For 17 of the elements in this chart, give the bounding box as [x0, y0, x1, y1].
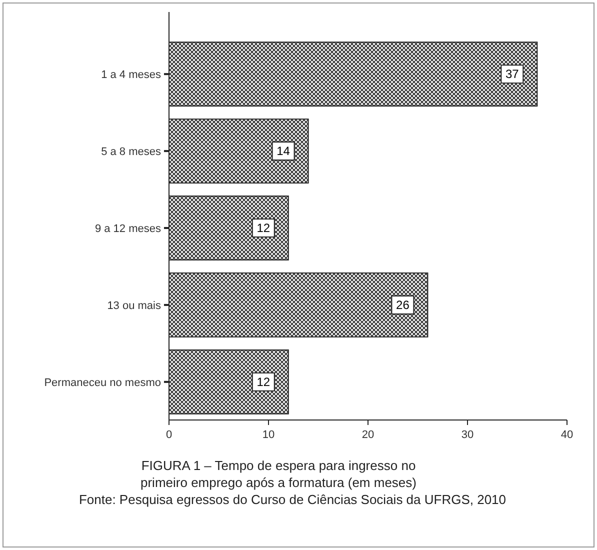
- x-tick-label: 10: [262, 429, 275, 441]
- text: FIGURA 1 – Tempo de espera para ingresso no primeiro emprego após a formatura (em meses): [140, 458, 416, 490]
- y-tick-label: 1 a 4 meses: [101, 69, 162, 82]
- x-tick-label: 30: [461, 429, 474, 441]
- data-label: 37: [505, 67, 520, 82]
- data-label: 26: [396, 298, 410, 312]
- source-note: Fonte: Pesquisa egressos do Curso de Ciências Sociais da UFRGS, 2010: [78, 492, 506, 507]
- y-tick-label: 5 a 8 meses: [101, 146, 162, 158]
- data-label: 12: [256, 221, 270, 235]
- y-tick-label: Permaneceu no mesmo: [44, 376, 161, 389]
- x-tick-label: 40: [560, 429, 574, 441]
- data-label: 14: [276, 144, 290, 158]
- x-tick-label: 20: [362, 429, 374, 441]
- y-tick-label: 13 ou mais: [107, 300, 162, 312]
- y-tick-label: 9 a 12 meses: [94, 223, 162, 235]
- data-label: 12: [256, 374, 270, 389]
- x-tick-label: 0: [166, 429, 172, 441]
